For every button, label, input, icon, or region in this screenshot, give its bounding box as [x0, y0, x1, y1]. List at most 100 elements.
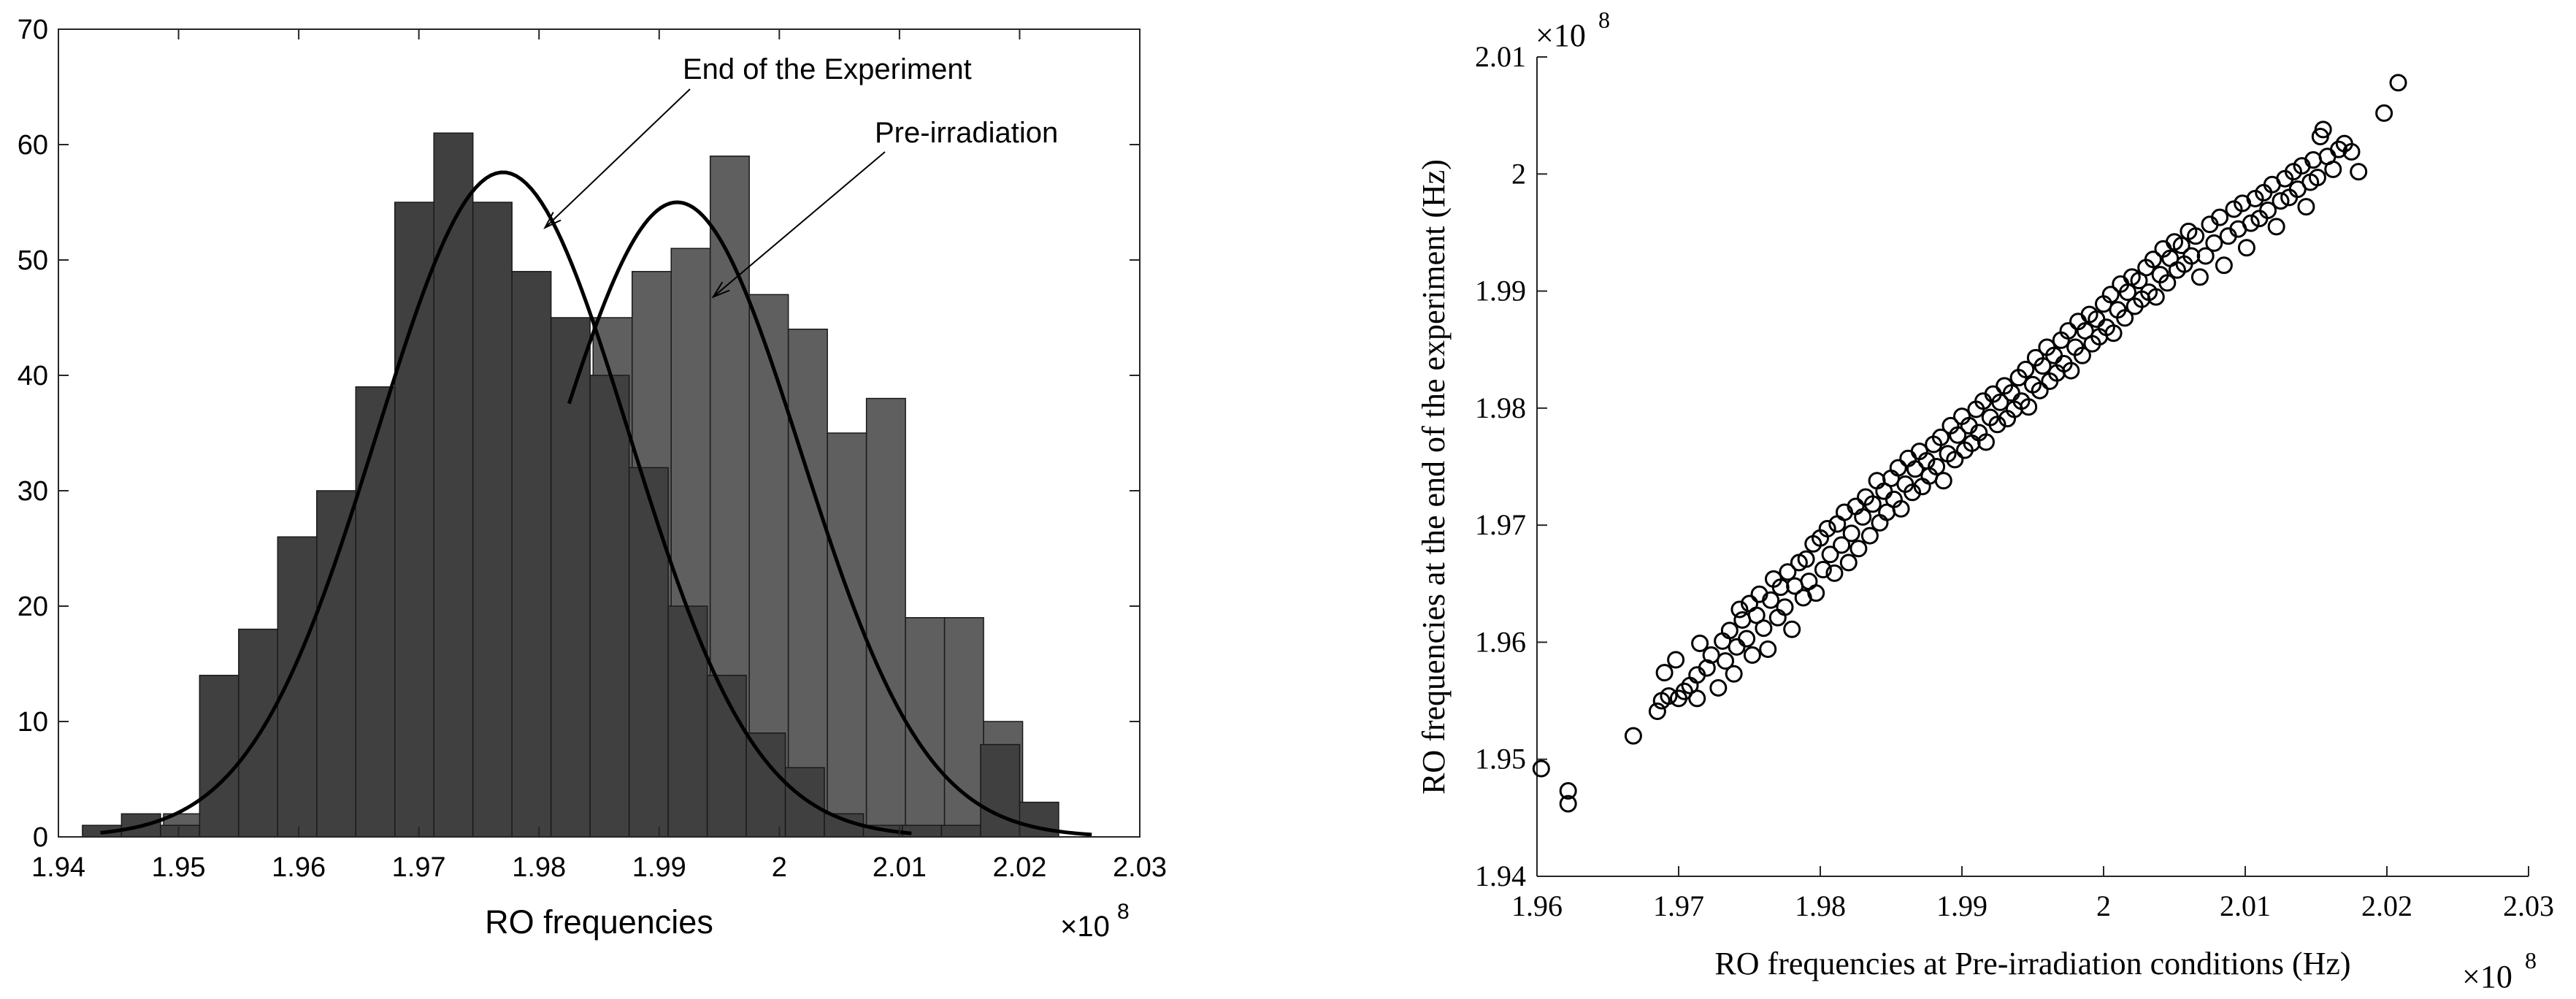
scatter-point-97 — [1991, 393, 2009, 411]
bar-end-experiment-24 — [1019, 801, 1059, 838]
hist-x-tick-label-0: 1.94 — [31, 852, 85, 883]
scatter-point-55 — [1842, 524, 1860, 543]
scatter-point-104 — [2017, 360, 2035, 378]
bar-end-experiment-9 — [433, 132, 474, 838]
scatter-point-7 — [1660, 687, 1678, 705]
scatter-y-tick-label-7: 2.01 — [1475, 40, 1526, 73]
scatter-point-6 — [1655, 664, 1674, 682]
annotation-arrowhead-1 — [711, 281, 730, 299]
scatter-point-19 — [1717, 652, 1735, 670]
scatter-point-12 — [1688, 689, 1706, 708]
bar-pre-irradiation-18 — [827, 432, 867, 838]
scatter-x-tick-label-1: 1.97 — [1653, 889, 1704, 922]
scatter-point-1 — [1559, 781, 1577, 800]
scatter-point-27 — [1743, 646, 1761, 665]
scatter-point-48 — [1818, 519, 1836, 537]
scatter-point-171 — [2272, 192, 2290, 210]
bar-pre-irradiation-17 — [787, 329, 828, 838]
scatter-point-158 — [2215, 256, 2233, 275]
bar-end-experiment-2 — [160, 824, 201, 838]
scatter-point-184 — [2324, 160, 2342, 178]
bar-pre-irradiation-20 — [905, 617, 946, 838]
scatter-y-tick-label-3: 1.97 — [1475, 508, 1526, 541]
scatter-point-140 — [2144, 250, 2162, 269]
fit-curve-end-experiment — [100, 170, 912, 835]
scatter-y-tick-label-0: 1.94 — [1475, 860, 1526, 892]
scatter-x-tick-label-0: 1.96 — [1511, 889, 1563, 922]
scatter-point-116 — [2059, 322, 2077, 340]
scatter-point-22 — [1728, 638, 1746, 656]
scatter-point-128 — [2101, 286, 2120, 304]
scatter-point-190 — [2389, 74, 2407, 92]
scatter-point-96 — [1988, 416, 2006, 434]
scatter-x-tick-label-3: 1.99 — [1936, 889, 1987, 922]
scatter-point-182 — [2314, 120, 2332, 139]
scatter-point-109 — [2033, 357, 2052, 375]
scatter-point-45 — [1807, 584, 1825, 602]
scatter-point-49 — [1821, 546, 1839, 564]
scatter-point-4 — [1648, 702, 1666, 720]
scatter-point-69 — [1892, 500, 1910, 518]
hist-x-tick-label-5: 1.99 — [632, 852, 686, 883]
hist-y-tick-label-5: 50 — [18, 245, 48, 276]
annotation-label-0: End of the Experiment — [683, 53, 972, 85]
scatter-point-153 — [2190, 268, 2209, 286]
scatter-point-157 — [2211, 208, 2229, 226]
scatter-point-152 — [2187, 227, 2205, 245]
scatter-point-17 — [1709, 678, 1728, 697]
scatter-y-tick-label-6: 2 — [1511, 157, 1526, 190]
hist-x-tick-label-2: 1.96 — [272, 852, 326, 883]
scatter-point-180 — [2308, 169, 2326, 187]
scatter-point-57 — [1849, 540, 1868, 558]
fit-curve-pre-irradiation — [567, 200, 1092, 837]
scatter-point-42 — [1797, 550, 1815, 568]
hist-x-tick-label-4: 1.98 — [512, 852, 566, 883]
scatter-point-14 — [1691, 635, 1709, 653]
scatter-point-188 — [2350, 163, 2368, 181]
bar-end-experiment-11 — [511, 271, 552, 838]
scatter-point-79 — [1928, 458, 1946, 475]
scatter-point-154 — [2196, 247, 2215, 265]
hist-y-tick-label-4: 40 — [18, 361, 48, 391]
scatter-point-18 — [1714, 632, 1732, 650]
scatter-point-156 — [2205, 234, 2223, 252]
scatter-point-51 — [1828, 515, 1847, 533]
hist-x-tick-label-8: 2.02 — [992, 852, 1046, 883]
scatter-point-31 — [1759, 640, 1777, 659]
bar-pre-irradiation-19 — [865, 397, 906, 838]
scatter-y-tick-label-1: 1.95 — [1475, 743, 1526, 776]
bar-end-experiment-6 — [316, 490, 357, 838]
scatter-point-68 — [1889, 459, 1907, 477]
bar-pre-irradiation-21 — [943, 617, 984, 838]
scatter-x-tick-label-5: 2.01 — [2220, 889, 2271, 922]
scatter-point-105 — [2020, 398, 2038, 416]
scatter-point-73 — [1906, 460, 1924, 478]
scatter-point-120 — [2073, 346, 2091, 364]
bar-end-experiment-3 — [199, 675, 239, 838]
bar-end-experiment-10 — [472, 202, 513, 838]
scatter-y-tick-label-5: 1.99 — [1475, 275, 1526, 307]
scatter-y-axis-label: RO frequencies at the end of the experim… — [1416, 159, 1452, 795]
scatter-y-tick-label-4: 1.98 — [1475, 391, 1526, 424]
scatter-point-163 — [2237, 239, 2255, 257]
scatter-y-exponent: ×10 — [1536, 18, 1586, 53]
annotation-arrowhead-0 — [543, 212, 561, 229]
scatter-point-129 — [2104, 324, 2123, 342]
scatter-point-141 — [2147, 288, 2165, 306]
scatter-point-72 — [1904, 483, 1922, 502]
bar-end-experiment-13 — [589, 375, 630, 838]
scatter-point-28 — [1747, 606, 1766, 624]
bar-end-experiment-22 — [940, 824, 981, 838]
scatter-x-tick-label-2: 1.98 — [1795, 889, 1846, 922]
scatter-point-80 — [1931, 428, 1950, 446]
scatter-x-tick-label-6: 2.02 — [2361, 889, 2412, 922]
scatter-point-117 — [2062, 361, 2080, 380]
hist-x-tick-label-7: 2.01 — [873, 852, 927, 883]
scatter-point-185 — [2330, 140, 2348, 158]
bar-end-experiment-14 — [628, 467, 669, 838]
hist-x-tick-label-3: 1.97 — [392, 852, 446, 883]
hist-x-axis-label: RO frequencies — [485, 903, 713, 941]
scatter-point-24 — [1733, 610, 1752, 629]
scatter-x-tick-label-4: 2 — [2096, 889, 2111, 922]
